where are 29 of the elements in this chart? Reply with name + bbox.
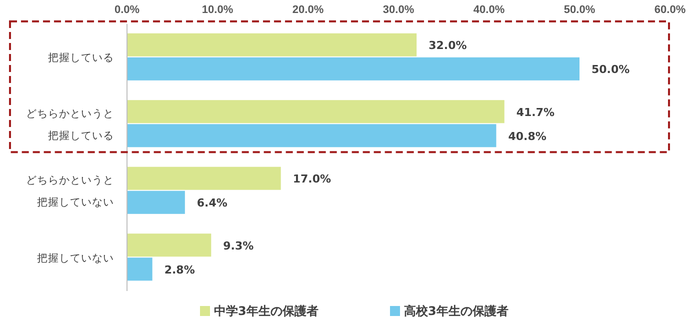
x-tick-label: 10.0% bbox=[202, 4, 234, 16]
bar bbox=[127, 124, 496, 148]
bar bbox=[127, 190, 185, 214]
bar bbox=[127, 33, 417, 56]
data-label: 32.0% bbox=[428, 39, 467, 52]
x-tick-label: 60.0% bbox=[654, 4, 686, 16]
bar bbox=[127, 234, 212, 257]
x-tick-label: 30.0% bbox=[382, 4, 414, 16]
bar bbox=[127, 258, 152, 281]
x-tick-label: 20.0% bbox=[292, 4, 324, 16]
y-tick-label: 把握していない bbox=[37, 252, 114, 264]
legend-label: 中学3年生の保護者 bbox=[214, 304, 318, 318]
x-tick-label: 0.0% bbox=[114, 4, 140, 16]
data-label: 41.7% bbox=[516, 106, 555, 119]
data-label: 2.8% bbox=[164, 263, 195, 276]
data-label: 6.4% bbox=[196, 196, 228, 210]
y-tick-label: どちらかというと把握している bbox=[26, 108, 114, 142]
bar bbox=[127, 100, 504, 124]
x-tick-label: 40.0% bbox=[473, 4, 505, 16]
data-label: 17.0% bbox=[292, 172, 332, 186]
bar bbox=[127, 166, 281, 190]
x-tick-label: 50.0% bbox=[564, 4, 596, 16]
bar bbox=[127, 57, 580, 80]
data-label: 40.8% bbox=[508, 130, 546, 143]
y-tick-label: どちらかというと把握していない bbox=[26, 174, 114, 209]
legend-label: 高校3年生の保護者 bbox=[404, 304, 508, 318]
data-label: 50.0% bbox=[592, 63, 630, 76]
data-label: 9.3% bbox=[223, 239, 254, 252]
y-tick-label: 把握している bbox=[48, 52, 114, 64]
